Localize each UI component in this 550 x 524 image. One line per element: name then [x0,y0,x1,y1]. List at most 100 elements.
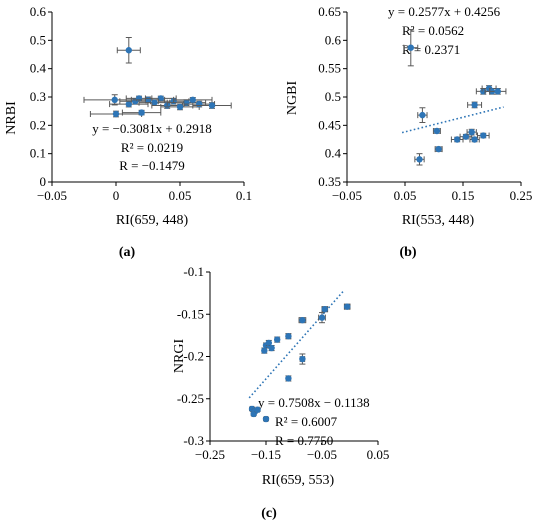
scatter-marker [111,96,118,104]
scatter-marker [112,110,120,118]
panel-a-xtick-label: −0.05 [37,188,67,203]
scatter-marker [321,305,328,313]
panel-b-data-point [489,88,507,95]
scatter-marker [254,406,261,413]
scatter-marker [344,303,351,310]
panel-b-ytick-label: 0.6 [325,32,342,47]
panel-a-ytick-label: 0.4 [30,61,47,76]
panel-c-r2: R² = 0.6007 [275,414,338,429]
scatter-marker [250,410,257,418]
scatter-marker [125,100,132,108]
panel-b-ylabel: NGBI [285,81,300,116]
scatter-marker [125,47,132,54]
panel-b-r2: R² = 0.0562 [402,23,464,38]
panel-c-ytick-label: -0.3 [183,433,204,448]
panel-a-data-point [160,103,200,111]
scatter-marker [299,355,306,363]
panel-b-equation: y = 0.2577x + 0.4256 [388,4,501,19]
panel-a-data-point [116,37,141,64]
panel-b-data-point [477,132,490,139]
scatter-marker [268,344,275,352]
scatter-marker [468,128,475,136]
panel-c-data-point [285,375,292,382]
panel-b-data-point [450,136,464,143]
panel-b-data-point [414,153,425,166]
panel-b-ytick-label: 0.55 [318,61,341,76]
panel-b-data-point [403,29,419,67]
panel-a-xtick-label: 0.1 [236,188,252,203]
panel-c-ylabel: NRGI [172,339,187,374]
scatter-marker [189,96,196,104]
panel-a-label: (a) [119,245,136,260]
panel-c-data-point [299,353,306,365]
scatter-marker [416,156,423,163]
panel-b-xtick-label: −0.05 [332,188,362,203]
panel-b-ytick-label: 0.65 [318,4,341,19]
panel-b-ytick-label: 0.5 [325,89,341,104]
panel-a-ytick-label: 0.5 [30,32,46,47]
panel-c-xtick-label: −0.25 [195,447,225,462]
panel-c-data-point [285,333,292,340]
panel-a-xtick-label: 0 [113,188,120,203]
scatter-marker [262,415,270,423]
scatter-marker [419,111,426,119]
scatter-marker [318,314,326,321]
panel-a-data-point [121,109,162,116]
panel-a-ytick-label: 0.1 [30,146,46,161]
panel-b-ytick-label: 0.4 [325,146,342,161]
scatter-marker [494,88,501,95]
panel-c-equation: y = 0.7508x − 0.1138 [258,395,370,410]
panel-a-equation: y = −0.3081x + 0.2918 [92,121,212,136]
panel-c-xtick-label: −0.15 [251,447,281,462]
panel-a-data-point [192,102,232,109]
panel-c-xtick-label: −0.05 [307,447,337,462]
panel-b-r: R = 0.2371 [402,42,460,57]
scatter-marker [407,44,414,51]
panel-c-xtick-label: 0.05 [367,447,390,462]
scatter-marker [157,95,164,102]
panel-b-trendline [401,106,504,134]
panel-a-data-point [89,110,143,118]
panel-b-data-point [434,145,443,153]
panel-a-ylabel: NRBI [4,101,19,135]
scatter-marker [176,103,184,111]
panel-a-ytick-label: 0.6 [30,4,47,19]
panel-b-xtick-label: 0.05 [394,188,417,203]
panel-b-ytick-label: 0.35 [318,174,341,189]
scatter-marker [471,101,478,109]
panel-c-label: (c) [261,506,277,521]
panel-c-data-point [318,312,326,324]
scatter-marker [299,316,306,324]
scatter-marker [285,333,292,340]
panel-b: NGBI RI(553, 448) y = 0.2577x + 0.4256 R… [285,4,532,260]
panel-b-label: (b) [399,245,416,260]
scatter-marker [462,133,470,140]
panel-c-ytick-label: -0.2 [183,349,204,364]
scatter-marker [454,136,461,143]
panel-c-data-point [265,339,272,347]
panel-a: NRBI RI(659, 448) y = −0.3081x + 0.2918 … [4,4,252,260]
panel-c-data-point [262,415,270,423]
scatter-marker [433,127,441,135]
panel-c-data-point [298,316,307,324]
panel-b-data-point [467,101,483,109]
scatter-marker [265,339,272,347]
panel-b-ytick-label: 0.45 [318,117,341,132]
panel-a-r: R = −0.1479 [119,158,185,173]
scatter-marker [151,99,158,106]
scatter-marker [261,347,268,354]
panel-c-data-point [343,303,351,310]
panel-a-data-point [173,96,213,104]
panel-b-data-point [469,136,480,143]
panel-c-data-point [254,406,261,413]
panel-c-xlabel: RI(659, 553) [262,473,335,488]
scatter-marker [285,375,292,382]
panel-c-data-point [261,347,268,354]
panel-c-ytick-label: -0.15 [177,306,204,321]
panel-a-xlabel: RI(659, 448) [116,213,189,228]
scatter-marker [274,336,281,343]
panel-b-data-point [466,128,477,136]
panel-b-xtick-label: 0.25 [510,188,533,203]
panel-c: NRGI RI(659, 553) y = 0.7508x − 0.1138 R… [172,264,389,521]
panel-c-data-point [274,336,281,343]
